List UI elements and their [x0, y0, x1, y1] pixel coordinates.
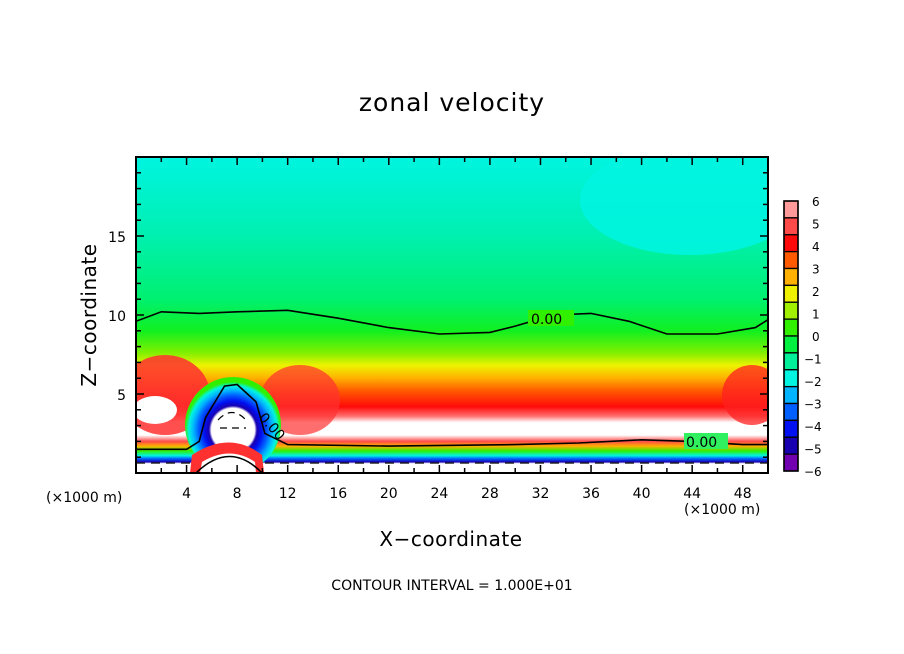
colorbar-swatch	[783, 352, 799, 371]
x-unit-label-right: (×1000 m)	[684, 502, 761, 518]
zero-contour-upper	[136, 309, 768, 335]
x-tick-label: 16	[329, 486, 347, 502]
x-tick-label: 32	[532, 486, 550, 502]
colorbar-tick-label: −4	[804, 420, 822, 434]
colorbar-swatch	[783, 385, 799, 405]
colorbar-tick-label: −1	[804, 353, 822, 367]
x-tick-label: 48	[734, 486, 752, 502]
contour-label-bg	[528, 310, 574, 326]
y-tick-label: 5	[117, 388, 126, 404]
contour-lines	[136, 309, 768, 473]
colorbar-swatch	[783, 436, 799, 455]
colorbar-swatch	[783, 419, 799, 438]
colorbar-swatch	[783, 200, 799, 219]
x-tick-label: 4	[182, 486, 191, 502]
colorbar-swatch	[783, 318, 799, 337]
x-tick-label: 24	[430, 486, 448, 502]
colorbar-swatch	[783, 267, 799, 287]
field-left-jet-core	[136, 396, 177, 424]
colorbar-tick-label: −2	[804, 375, 822, 389]
contour-label-upper: 0.00	[531, 312, 562, 328]
x-tick-label: 12	[279, 486, 297, 502]
y-tick-label: 15	[108, 230, 126, 246]
x-tick-label: 40	[633, 486, 651, 502]
colorbar-swatch	[783, 284, 799, 303]
colorbar-swatch	[783, 250, 799, 270]
colorbar-swatch	[783, 453, 799, 472]
colorbar-tick-label: 1	[812, 308, 820, 322]
x-unit-label-left: (×1000 m)	[46, 490, 123, 506]
contour-surface-bump	[195, 455, 263, 473]
x-tick-label: 28	[481, 486, 499, 502]
colorbar-frame	[783, 200, 799, 472]
chart-title: zonal velocity	[358, 88, 546, 117]
x-axis-label-text: X−coordinate	[379, 527, 523, 551]
y-tick-label: 10	[108, 309, 126, 325]
colorbar-swatch	[783, 217, 799, 236]
colorbar-tick-label: −3	[804, 398, 822, 412]
axis-ticks	[136, 157, 768, 473]
colorbar-tick-label: 3	[812, 263, 820, 277]
colorbar-tick-label: 6	[812, 195, 820, 209]
colorbar-tick-label: −5	[804, 443, 822, 457]
colorbar	[783, 200, 799, 472]
colorbar-swatch	[783, 335, 799, 354]
colorbar-swatch	[783, 301, 799, 320]
x-tick-label: 20	[380, 486, 398, 502]
dashed-contour-cell	[217, 411, 247, 429]
colorbar-swatch	[783, 369, 799, 388]
colorbar-tick-label: 5	[812, 218, 820, 232]
x-tick-label: 8	[233, 486, 242, 502]
colorbar-tick-label: 0	[812, 330, 820, 344]
x-axis-label: X−coordinate	[0, 527, 904, 551]
colorbar-swatch	[783, 402, 799, 422]
colorbar-tick-label: 2	[812, 285, 820, 299]
contour-label-bg	[684, 433, 728, 449]
x-tick-labels: 4 8 12 16 20 24 28 32 36 40 44 48	[182, 486, 752, 502]
zero-contour-lower	[136, 383, 768, 451]
field-right-jet	[722, 365, 768, 425]
y-tick-labels: 5 10 15	[108, 230, 126, 404]
colorbar-tick-label: −6	[804, 465, 822, 479]
field-upper-negative-region	[580, 157, 768, 255]
contour-interval-note: CONTOUR INTERVAL = 1.000E+01	[331, 578, 573, 594]
colorbar-tick-label: 4	[812, 240, 820, 254]
colorbar-labels: 6 5 4 3 2 1 0 −1 −2 −3 −4 −5 −6	[804, 195, 822, 479]
colorbar-swatch	[783, 234, 799, 253]
contour-label-lower: 0.00	[686, 435, 717, 451]
velocity-field	[136, 157, 768, 473]
x-tick-label: 44	[683, 486, 701, 502]
x-tick-label: 36	[582, 486, 600, 502]
